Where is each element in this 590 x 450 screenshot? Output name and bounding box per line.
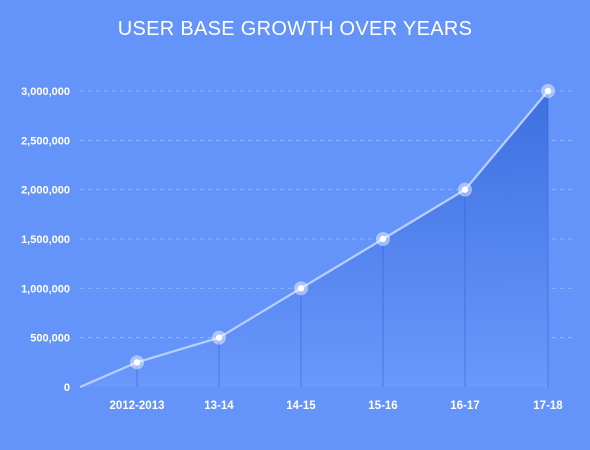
data-point-dot xyxy=(544,87,552,95)
data-point-dot xyxy=(297,285,305,292)
x-tick-label: 17-18 xyxy=(533,400,563,412)
x-tick-label: 14-15 xyxy=(286,400,316,412)
x-tick-label: 2012-2013 xyxy=(110,400,165,412)
y-tick-label: 1,500,000 xyxy=(21,234,70,246)
data-point xyxy=(212,330,226,345)
data-point xyxy=(376,232,390,246)
data-point xyxy=(458,182,472,197)
x-tick-label: 13-14 xyxy=(204,400,234,412)
data-point-dot xyxy=(379,235,387,243)
data-point xyxy=(130,355,144,370)
x-tick-label: 16-17 xyxy=(450,400,479,412)
y-tick-label: 2,500,000 xyxy=(21,135,70,147)
x-tick-label: 15-16 xyxy=(368,400,397,412)
data-point xyxy=(541,84,555,98)
data-point-dot xyxy=(133,359,141,366)
data-point-dot xyxy=(461,186,469,193)
data-point-dot xyxy=(215,334,223,341)
y-tick-label: 0 xyxy=(64,382,70,394)
y-tick-label: 500,000 xyxy=(30,333,70,345)
chart-title: USER BASE GROWTH OVER YEARS xyxy=(117,18,473,40)
area-fill xyxy=(80,91,548,387)
y-tick-label: 1,000,000 xyxy=(21,283,70,295)
y-tick-label: 3,000,000 xyxy=(21,86,70,98)
data-point xyxy=(294,281,308,296)
y-tick-label: 2,000,000 xyxy=(21,185,70,197)
